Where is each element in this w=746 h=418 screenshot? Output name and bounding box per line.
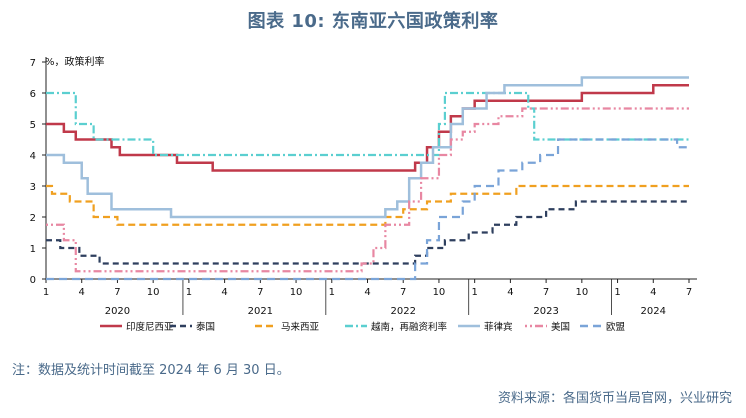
y-tick-label: 5 bbox=[30, 120, 36, 131]
legend-label: 菲律宾 bbox=[484, 321, 513, 333]
x-tick-label: 7 bbox=[543, 287, 549, 298]
y-tick-label: 3 bbox=[30, 182, 36, 193]
x-tick-label: 4 bbox=[650, 287, 656, 298]
x-tick-label: 4 bbox=[221, 287, 227, 298]
y-tick-label: 2 bbox=[30, 213, 36, 224]
footnote: 注：数据及统计时间截至 2024 年 6 月 30 日。 bbox=[12, 363, 290, 378]
year-label: 2022 bbox=[390, 306, 415, 317]
x-tick-label: 7 bbox=[257, 287, 263, 298]
series-line bbox=[46, 84, 689, 172]
x-tick-label: 4 bbox=[507, 287, 513, 298]
x-tick-label: 4 bbox=[79, 287, 85, 298]
legend-label: 马来西亚 bbox=[281, 322, 320, 333]
x-tick-label: 10 bbox=[575, 287, 588, 298]
chart-title: 图表 10: 东南亚六国政策利率 bbox=[247, 11, 499, 32]
series-line bbox=[46, 200, 689, 265]
x-tick-label: 4 bbox=[364, 287, 370, 298]
series-line bbox=[46, 91, 689, 157]
y-tick-label: 0 bbox=[30, 275, 36, 286]
y-tick-label: 1 bbox=[30, 244, 36, 255]
legend-label: 欧盟 bbox=[606, 321, 626, 333]
year-label: 2020 bbox=[105, 306, 130, 317]
legend-label: 美国 bbox=[551, 321, 570, 333]
x-tick-label: 1 bbox=[329, 287, 335, 298]
x-tick-label: 7 bbox=[114, 287, 120, 298]
y-tick-label: 7 bbox=[30, 58, 36, 69]
x-tick-label: 1 bbox=[186, 287, 192, 298]
year-label: 2021 bbox=[248, 306, 273, 317]
series-line bbox=[46, 76, 689, 219]
x-tick-label: 1 bbox=[43, 287, 49, 298]
x-tick-label: 7 bbox=[686, 287, 692, 298]
x-tick-label: 10 bbox=[433, 287, 446, 298]
legend-label: 越南，再融资利率 bbox=[371, 321, 448, 333]
series-lines bbox=[46, 76, 689, 281]
y-tick-label: 4 bbox=[30, 151, 36, 162]
x-tick-label: 1 bbox=[614, 287, 620, 298]
x-tick-label: 1 bbox=[471, 287, 477, 298]
x-tick-label: 10 bbox=[290, 287, 303, 298]
legend-label: 泰国 bbox=[196, 321, 215, 333]
year-label: 2023 bbox=[533, 306, 558, 317]
y-tick-label: 6 bbox=[30, 89, 36, 100]
legend: 印度尼西亚 泰国 马来西亚 越南，再融资利率 菲律宾 美国 欧盟 bbox=[100, 321, 626, 333]
x-tick-label: 10 bbox=[147, 287, 160, 298]
legend-label: 印度尼西亚 bbox=[126, 321, 174, 333]
y-unit-label: %，政策利率 bbox=[45, 55, 105, 68]
series-line bbox=[46, 107, 689, 273]
series-line bbox=[46, 138, 689, 281]
source-note: 资料来源：各国货币当局官网，兴业研究 bbox=[497, 391, 732, 406]
year-label: 2024 bbox=[641, 306, 666, 317]
x-tick-label: 7 bbox=[400, 287, 406, 298]
series-line bbox=[46, 184, 689, 226]
